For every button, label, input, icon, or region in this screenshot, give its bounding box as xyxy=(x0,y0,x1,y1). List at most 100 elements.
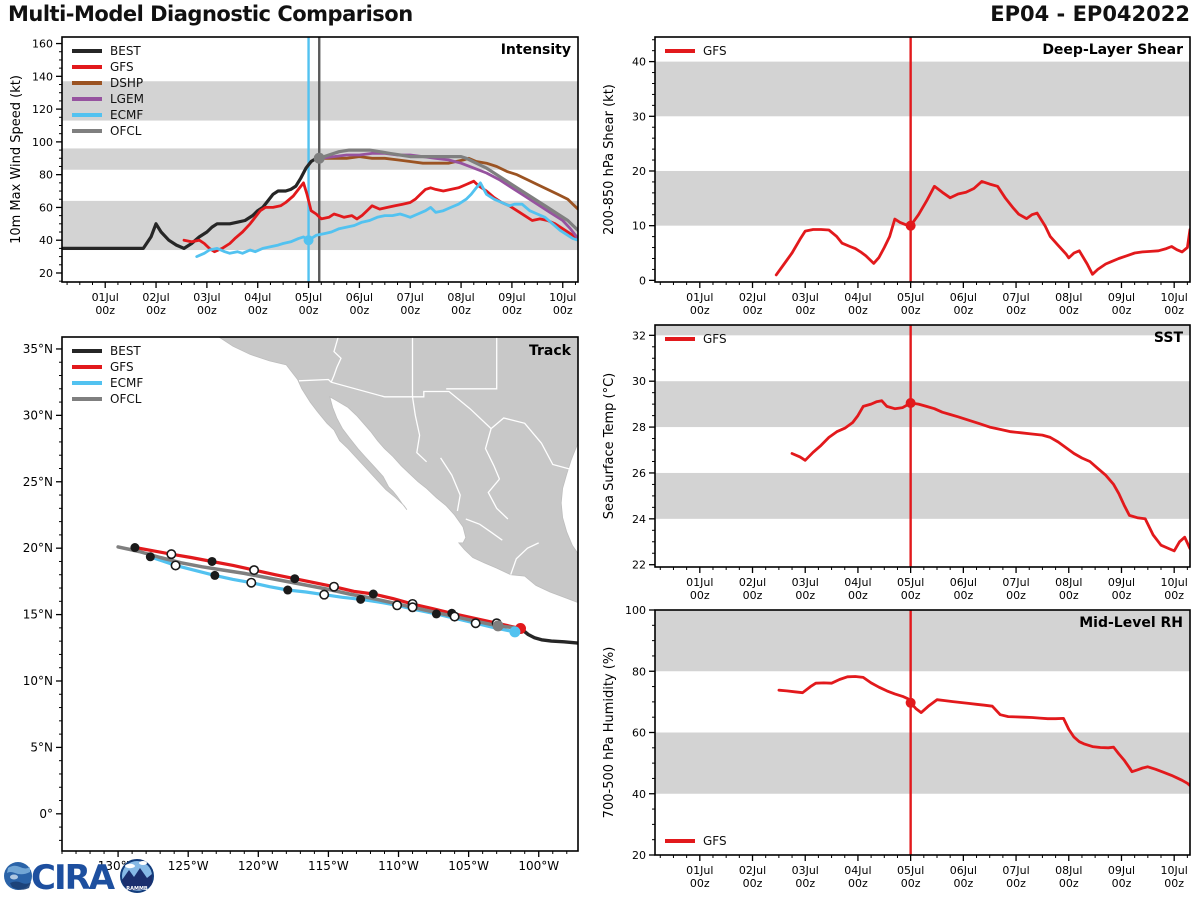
svg-text:OFCL: OFCL xyxy=(110,392,142,406)
svg-text:Mid-Level RH: Mid-Level RH xyxy=(1079,615,1183,631)
svg-text:09Jul: 09Jul xyxy=(1108,291,1135,304)
svg-text:ECMF: ECMF xyxy=(110,108,143,122)
svg-text:30: 30 xyxy=(632,110,646,123)
svg-text:00z: 00z xyxy=(553,304,573,317)
svg-text:00z: 00z xyxy=(901,877,921,890)
svg-text:00z: 00z xyxy=(1164,589,1184,602)
svg-text:LGEM: LGEM xyxy=(110,92,144,106)
svg-text:00z: 00z xyxy=(690,304,710,317)
svg-text:160: 160 xyxy=(32,38,53,51)
svg-text:00z: 00z xyxy=(197,304,217,317)
svg-text:Sea Surface Temp (°C): Sea Surface Temp (°C) xyxy=(602,373,617,520)
svg-text:0°: 0° xyxy=(39,807,53,821)
svg-text:GFS: GFS xyxy=(703,332,727,346)
rh-chart: 01Jul00z02Jul00z03Jul00z04Jul00z05Jul00z… xyxy=(602,604,1191,890)
rammb-badge-icon: RAMMB xyxy=(120,859,154,893)
svg-text:00z: 00z xyxy=(1006,304,1026,317)
svg-text:08Jul: 08Jul xyxy=(1055,291,1082,304)
svg-text:07Jul: 07Jul xyxy=(397,291,424,304)
svg-text:00z: 00z xyxy=(502,304,522,317)
svg-text:120: 120 xyxy=(32,103,53,116)
intensity-chart: 01Jul00z02Jul00z03Jul00z04Jul00z05Jul00z… xyxy=(9,36,579,317)
svg-text:GFS: GFS xyxy=(110,60,134,74)
svg-text:06Jul: 06Jul xyxy=(950,864,977,877)
svg-text:06Jul: 06Jul xyxy=(950,291,977,304)
svg-text:01Jul: 01Jul xyxy=(92,291,119,304)
svg-text:07Jul: 07Jul xyxy=(1002,576,1029,589)
svg-text:08Jul: 08Jul xyxy=(1055,864,1082,877)
svg-text:06Jul: 06Jul xyxy=(346,291,373,304)
svg-text:125°W: 125°W xyxy=(168,859,209,873)
svg-text:01Jul: 01Jul xyxy=(686,291,713,304)
rammb-wordmark: RAMMB xyxy=(126,886,148,892)
svg-text:04Jul: 04Jul xyxy=(244,291,271,304)
svg-text:09Jul: 09Jul xyxy=(1108,576,1135,589)
svg-text:40: 40 xyxy=(39,234,53,247)
svg-text:60: 60 xyxy=(39,201,53,214)
svg-text:40: 40 xyxy=(632,56,646,69)
svg-text:100: 100 xyxy=(32,136,53,149)
svg-text:10Jul: 10Jul xyxy=(1161,576,1188,589)
svg-text:03Jul: 03Jul xyxy=(792,291,819,304)
svg-text:10m Max Wind Speed (kt): 10m Max Wind Speed (kt) xyxy=(9,75,24,244)
svg-text:01Jul: 01Jul xyxy=(686,576,713,589)
svg-text:00z: 00z xyxy=(1059,877,1079,890)
svg-text:00z: 00z xyxy=(1164,877,1184,890)
svg-text:00z: 00z xyxy=(848,877,868,890)
svg-text:DSHP: DSHP xyxy=(110,76,143,90)
svg-text:00z: 00z xyxy=(1112,589,1132,602)
svg-text:10Jul: 10Jul xyxy=(1161,864,1188,877)
svg-text:120°W: 120°W xyxy=(238,859,279,873)
svg-text:GFS: GFS xyxy=(703,44,727,58)
svg-text:Intensity: Intensity xyxy=(501,42,571,58)
svg-text:5°N: 5°N xyxy=(30,740,53,754)
svg-text:00z: 00z xyxy=(95,304,115,317)
svg-text:03Jul: 03Jul xyxy=(792,864,819,877)
svg-text:00z: 00z xyxy=(743,589,763,602)
svg-text:100: 100 xyxy=(625,604,646,617)
svg-text:22: 22 xyxy=(632,559,646,572)
svg-text:BEST: BEST xyxy=(110,44,141,58)
svg-text:GFS: GFS xyxy=(110,360,134,374)
track-map: 130°W 125°W 120°W 115°W 110°W 105°W 100°W0°5°N… xyxy=(23,336,579,873)
svg-text:02Jul: 02Jul xyxy=(739,864,766,877)
svg-text:06Jul: 06Jul xyxy=(950,576,977,589)
svg-text:01Jul: 01Jul xyxy=(686,864,713,877)
svg-text:110°W: 110°W xyxy=(378,859,419,873)
page-title: Multi-Model Diagnostic Comparison xyxy=(8,2,413,26)
svg-text:09Jul: 09Jul xyxy=(1108,864,1135,877)
svg-text:00z: 00z xyxy=(848,589,868,602)
svg-text:05Jul: 05Jul xyxy=(897,291,924,304)
svg-text:00z: 00z xyxy=(795,877,815,890)
svg-text:04Jul: 04Jul xyxy=(844,576,871,589)
svg-text:00z: 00z xyxy=(795,589,815,602)
svg-text:00z: 00z xyxy=(901,304,921,317)
svg-text:OFCL: OFCL xyxy=(110,124,142,138)
svg-text:08Jul: 08Jul xyxy=(447,291,474,304)
svg-text:80: 80 xyxy=(632,665,646,678)
svg-text:35°N: 35°N xyxy=(23,342,53,356)
shear-chart: 01Jul00z02Jul00z03Jul00z04Jul00z05Jul00z… xyxy=(602,36,1191,317)
svg-text:07Jul: 07Jul xyxy=(1002,291,1029,304)
svg-text:00z: 00z xyxy=(248,304,268,317)
svg-text:00z: 00z xyxy=(1164,304,1184,317)
svg-text:07Jul: 07Jul xyxy=(1002,864,1029,877)
svg-text:00z: 00z xyxy=(901,589,921,602)
svg-text:28: 28 xyxy=(632,421,646,434)
svg-text:30: 30 xyxy=(632,375,646,388)
svg-text:60: 60 xyxy=(632,727,646,740)
svg-text:00z: 00z xyxy=(299,304,319,317)
svg-text:02Jul: 02Jul xyxy=(142,291,169,304)
svg-text:GFS: GFS xyxy=(703,834,727,848)
svg-text:04Jul: 04Jul xyxy=(844,864,871,877)
svg-text:20°N: 20°N xyxy=(23,541,53,555)
svg-text:700-500 hPa Humidity (%): 700-500 hPa Humidity (%) xyxy=(602,647,617,819)
svg-text:00z: 00z xyxy=(1059,589,1079,602)
cira-rammb-logo: CIRA RAMMB xyxy=(4,858,154,898)
svg-text:00z: 00z xyxy=(690,589,710,602)
svg-text:04Jul: 04Jul xyxy=(844,291,871,304)
storm-id-title: EP04 - EP042022 xyxy=(990,2,1190,26)
svg-text:32: 32 xyxy=(632,329,646,342)
svg-text:Deep-Layer Shear: Deep-Layer Shear xyxy=(1042,42,1183,58)
